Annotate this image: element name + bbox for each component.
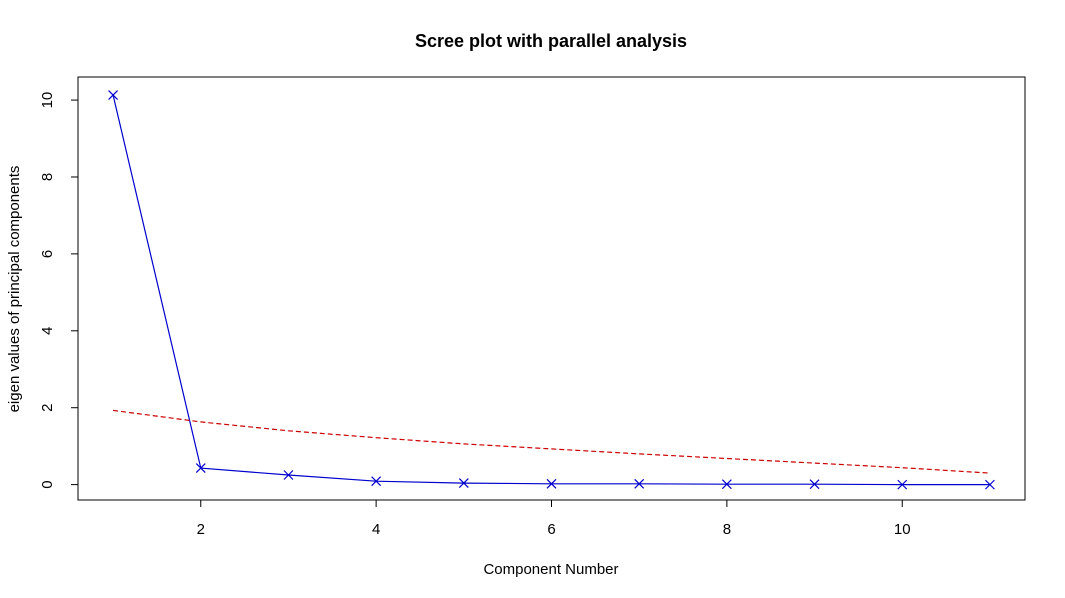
data-point-stroke — [546, 478, 557, 489]
data-point — [809, 479, 820, 490]
series-2 — [113, 409, 990, 474]
x-tick-label: 10 — [894, 521, 911, 538]
data-point-stroke — [897, 479, 908, 490]
chart-title: Scree plot with parallel analysis — [415, 31, 687, 51]
data-point-stroke — [985, 479, 995, 490]
data-point — [985, 479, 995, 490]
data-point — [108, 90, 118, 100]
data-point-stroke — [108, 90, 118, 100]
y-axis-title: eigen values of principal components — [6, 166, 23, 413]
y-tick-label: 4 — [39, 327, 56, 335]
data-point — [634, 478, 645, 489]
plot-frame — [77, 76, 1026, 501]
series-line — [113, 409, 990, 474]
data-point-stroke — [371, 476, 382, 487]
x-axis-title: Component Number — [483, 561, 618, 578]
data-point-stroke — [721, 479, 732, 490]
x-tick-label: 8 — [723, 521, 731, 538]
data-point — [371, 476, 382, 487]
data-point-stroke — [458, 478, 469, 489]
x-axis: 2 4 6 8 10 — [197, 500, 911, 538]
x-tick-label: 6 — [547, 521, 555, 538]
series-layer — [108, 90, 995, 490]
data-point-stroke — [195, 463, 206, 474]
data-point — [721, 479, 732, 490]
data-point — [458, 478, 469, 489]
data-point — [283, 470, 294, 480]
data-point — [546, 478, 557, 489]
series-1 — [108, 90, 995, 490]
y-tick-label: 0 — [39, 480, 56, 488]
data-point — [195, 463, 206, 474]
data-point-stroke — [809, 479, 820, 490]
x-tick-label: 2 — [197, 521, 205, 538]
y-tick-label: 8 — [39, 173, 56, 181]
y-axis: 0 2 4 6 8 10 — [39, 92, 78, 489]
data-point — [897, 479, 908, 490]
data-point-stroke — [634, 478, 645, 489]
x-tick-label: 4 — [372, 521, 380, 538]
data-point-stroke — [283, 470, 294, 480]
y-tick-label: 2 — [39, 404, 56, 412]
y-tick-label: 10 — [39, 92, 56, 109]
y-tick-label: 6 — [39, 250, 56, 258]
